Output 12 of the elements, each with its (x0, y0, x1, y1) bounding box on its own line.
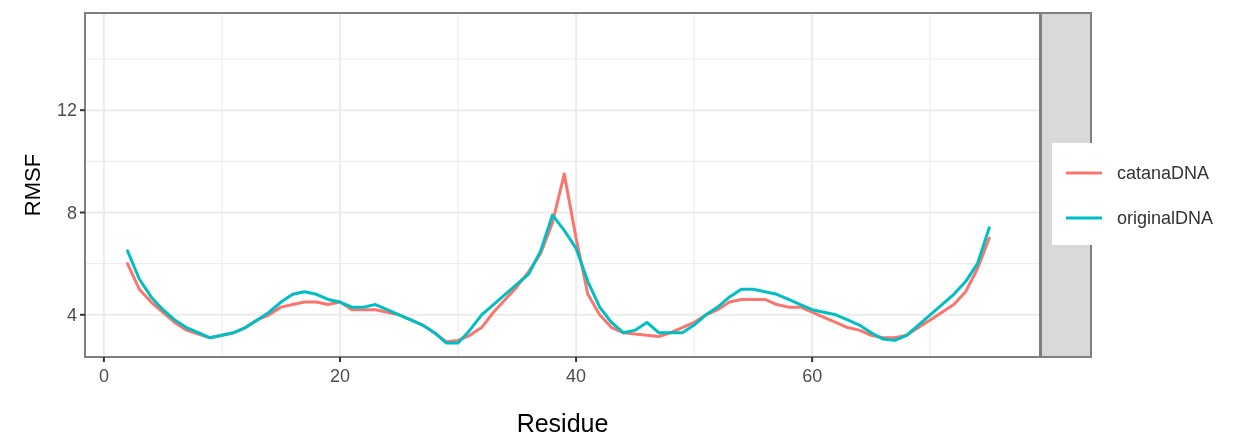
legend-label: originalDNA (1117, 208, 1214, 229)
y-axis-title: RMSF (20, 153, 45, 217)
y-tick-label: 12 (56, 100, 77, 121)
x-tick-label: 20 (329, 366, 350, 386)
x-tick-label: 40 (566, 366, 587, 386)
x-tick-label: 60 (802, 366, 823, 386)
y-tick-label: 4 (66, 305, 77, 326)
line-series (126, 213, 991, 345)
x-axis-title: Residue (516, 409, 609, 437)
legend-label: catanaDNA (1117, 163, 1210, 184)
y-tick-label: 8 (66, 202, 77, 223)
x-tick-label: 0 (98, 366, 109, 386)
